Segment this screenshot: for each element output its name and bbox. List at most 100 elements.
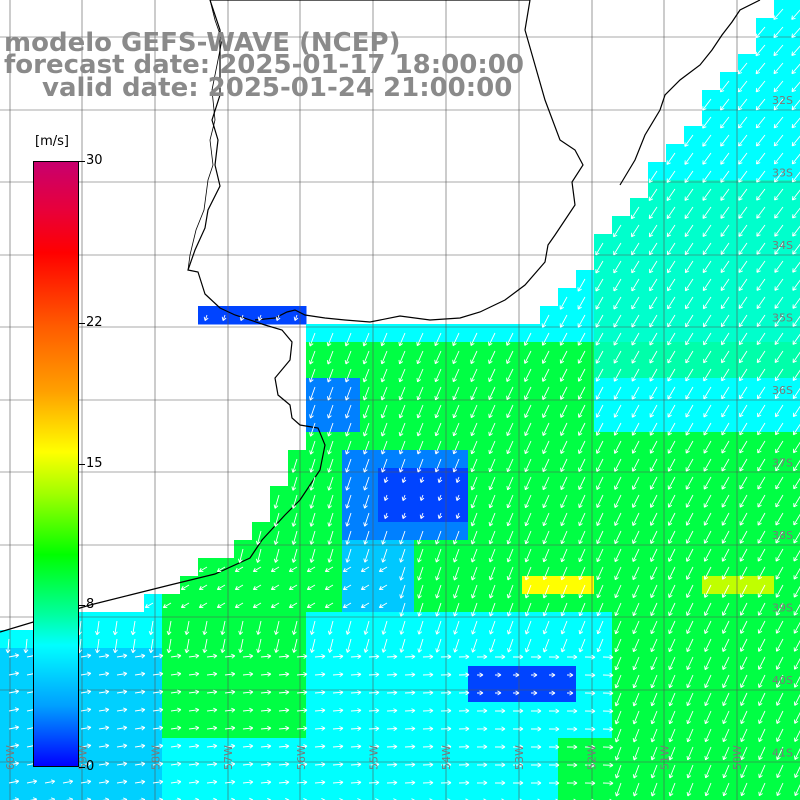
- wind-arrow: [739, 476, 748, 490]
- wind-arrow: [435, 602, 442, 617]
- wind-arrow: [512, 762, 524, 768]
- wind-arrow: [595, 242, 604, 256]
- wind-arrow: [416, 422, 424, 437]
- wind-arrow: [419, 512, 425, 519]
- wind-arrow: [560, 494, 568, 509]
- wind-arrow: [506, 548, 514, 563]
- wind-arrow: [720, 188, 730, 201]
- wind-arrow: [416, 350, 424, 365]
- wind-arrow: [234, 584, 244, 591]
- wind-arrow: [667, 494, 676, 508]
- wind-arrow: [308, 350, 316, 365]
- wind-arrow: [613, 242, 622, 256]
- wind-arrow: [631, 404, 640, 418]
- wind-cell: [666, 792, 685, 800]
- wind-arrow: [399, 638, 406, 653]
- wind-cell: [252, 576, 271, 595]
- wind-arrow: [224, 653, 236, 659]
- wind-cell: [324, 594, 343, 613]
- wind-arrow: [631, 296, 640, 310]
- wind-arrow: [180, 602, 190, 609]
- wind-arrow: [721, 368, 730, 382]
- wind-cell: [792, 792, 800, 800]
- wind-arrow: [506, 368, 514, 382]
- wind-cell: [270, 594, 289, 613]
- wind-arrow: [531, 726, 542, 732]
- wind-arrow: [614, 656, 622, 671]
- wind-arrow: [703, 512, 712, 526]
- wind-arrow: [577, 386, 586, 400]
- wind-arrow: [756, 314, 766, 328]
- wind-arrow: [738, 332, 748, 346]
- wind-arrow: [238, 620, 244, 636]
- wind-arrow: [362, 350, 370, 365]
- wind-cell: [792, 342, 800, 361]
- wind-arrow: [116, 671, 128, 677]
- wind-arrow: [422, 780, 434, 786]
- model-title: modelo GEFS-WAVE (NCEP): [4, 28, 401, 58]
- wind-arrow: [476, 672, 484, 678]
- wind-arrow: [685, 458, 694, 472]
- wind-arrow: [95, 638, 100, 654]
- wind-arrow: [524, 422, 532, 437]
- wind-arrow: [144, 602, 154, 609]
- wind-arrow: [704, 620, 712, 634]
- wind-arrow: [416, 458, 424, 473]
- wind-arrow: [738, 188, 748, 201]
- wind-arrow: [739, 566, 748, 580]
- wind-arrow: [775, 494, 784, 508]
- wind-arrow: [327, 458, 334, 473]
- wind-arrow: [722, 782, 730, 797]
- wind-arrow: [506, 602, 514, 617]
- wind-arrow: [584, 708, 596, 714]
- wind-arrow: [560, 602, 568, 617]
- wind-arrow: [668, 566, 676, 580]
- wind-arrow: [255, 530, 262, 545]
- wind-arrow: [206, 707, 218, 713]
- wind-arrow: [668, 692, 676, 707]
- wind-arrow: [721, 494, 730, 508]
- wind-cell: [792, 594, 800, 613]
- wind-arrow: [739, 512, 748, 526]
- wind-arrow: [758, 692, 766, 706]
- wind-arrow: [738, 152, 748, 165]
- wind-arrow: [309, 476, 316, 491]
- wind-arrow: [740, 656, 748, 670]
- wind-arrow: [649, 314, 658, 328]
- wind-arrow: [80, 653, 92, 659]
- wind-arrow: [399, 620, 406, 635]
- wind-arrow: [220, 638, 226, 654]
- wind-arrow: [314, 779, 326, 785]
- colorbar-tick: [79, 605, 85, 607]
- wind-arrow: [668, 584, 676, 598]
- wind-arrow: [471, 584, 478, 599]
- wind-arrow: [80, 707, 92, 713]
- wind-arrow: [531, 708, 542, 714]
- wind-arrow: [720, 170, 730, 183]
- wind-arrow: [566, 708, 578, 714]
- wind-arrow: [632, 548, 640, 562]
- wind-arrow: [344, 386, 352, 401]
- wind-cell: [306, 576, 325, 595]
- wind-arrow: [614, 620, 622, 635]
- wind-arrow: [758, 764, 766, 779]
- wind-arrow: [152, 779, 164, 785]
- wind-arrow: [152, 761, 164, 767]
- wind-arrow: [368, 762, 380, 768]
- wind-arrow: [613, 386, 622, 400]
- wind-arrow: [685, 404, 694, 418]
- wind-arrow: [98, 725, 110, 731]
- wind-arrow: [702, 116, 712, 129]
- wind-cell: [792, 216, 800, 235]
- wind-arrow: [512, 726, 524, 732]
- wind-arrow: [666, 242, 676, 256]
- wind-arrow: [494, 744, 506, 750]
- wind-arrow: [566, 690, 574, 696]
- wind-arrow: [476, 780, 488, 786]
- wind-arrow: [668, 764, 676, 779]
- wind-arrow: [613, 440, 622, 454]
- wind-arrow: [666, 152, 676, 165]
- wind-arrow: [524, 602, 532, 617]
- wind-arrow: [220, 620, 226, 636]
- wind-arrow: [614, 638, 622, 653]
